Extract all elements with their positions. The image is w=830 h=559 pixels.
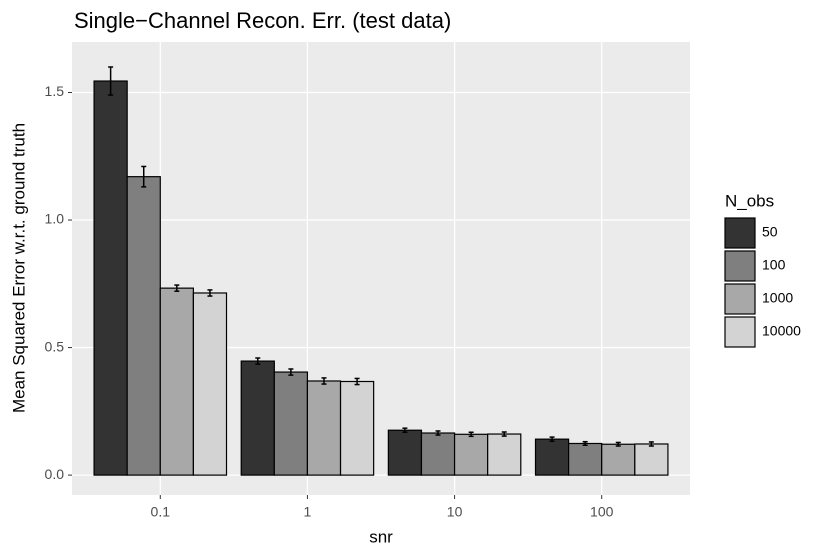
- bar: [634, 443, 669, 476]
- error-bar: [321, 377, 327, 385]
- bar: [568, 442, 603, 476]
- bar: [240, 360, 275, 476]
- bar: [306, 380, 342, 476]
- bar: [192, 292, 228, 476]
- error-bar: [648, 441, 654, 447]
- bar: [339, 380, 375, 476]
- x-tick-label: 100: [590, 504, 614, 520]
- y-tick-label: 0.0: [45, 466, 65, 482]
- x-tick-label: 1: [304, 504, 312, 520]
- bar: [273, 371, 309, 476]
- bar: [420, 432, 456, 476]
- x-tick-label: 10: [447, 504, 463, 520]
- legend-label: 50: [762, 224, 778, 240]
- error-bar: [141, 165, 147, 188]
- bar: [453, 433, 489, 476]
- legend-label: 1000: [762, 290, 793, 306]
- y-axis-label: Mean Squared Error w.r.t. ground truth: [9, 123, 28, 413]
- error-bar: [255, 357, 261, 365]
- error-bar: [174, 284, 180, 292]
- y-tick-label: 0.5: [45, 338, 65, 354]
- bar: [534, 438, 570, 476]
- error-bar: [354, 377, 360, 386]
- error-bar: [501, 431, 507, 437]
- legend-key: [724, 283, 756, 315]
- legend-label: 10000: [762, 323, 801, 339]
- y-tick-label: 1.5: [45, 83, 65, 99]
- error-bar: [549, 436, 555, 442]
- error-bar: [615, 441, 621, 447]
- bar: [93, 80, 128, 476]
- x-tick-label: 0.1: [151, 504, 171, 520]
- error-bar: [402, 427, 408, 434]
- y-tick-label: 1.0: [45, 211, 65, 227]
- bar: [487, 433, 522, 476]
- error-bar: [435, 430, 441, 436]
- bar: [159, 287, 194, 476]
- error-bar: [207, 289, 213, 297]
- bar: [601, 443, 636, 476]
- error-bar: [108, 66, 114, 96]
- error-bar: [468, 431, 474, 438]
- legend-key: [724, 217, 756, 249]
- legend-key: [724, 316, 756, 348]
- legend-label: 100: [762, 257, 786, 273]
- legend-title: N_obs: [725, 191, 774, 210]
- bar: [126, 176, 161, 476]
- legend-key: [724, 250, 756, 282]
- chart-title: Single−Channel Recon. Err. (test data): [74, 8, 451, 33]
- error-bar: [582, 440, 588, 447]
- error-bar: [288, 368, 294, 376]
- bar: [387, 429, 423, 476]
- x-axis-label: snr: [369, 527, 393, 546]
